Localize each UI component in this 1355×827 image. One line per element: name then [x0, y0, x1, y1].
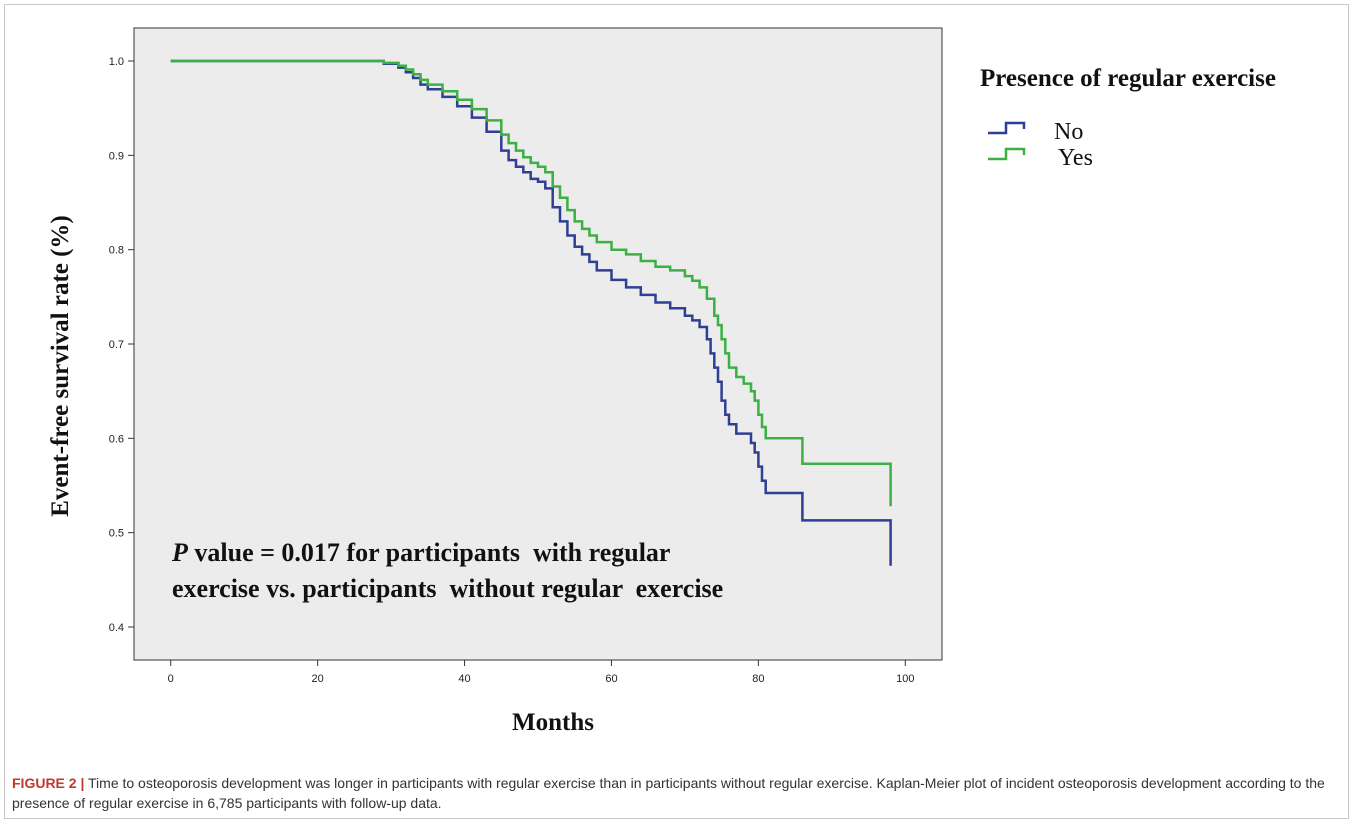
axes: 0 20 40 60 80 100 0.4 0.5 0.6 0.7 0.8 0.9 1.0 — [109, 56, 915, 685]
plot-area — [133, 27, 943, 661]
y-tick-label: 0.6 — [109, 433, 124, 445]
legend-title: Presence of regular exercise — [980, 65, 1276, 92]
caption-label: FIGURE 2 | — [12, 775, 85, 791]
p-value-text: value = 0.017 for participants with regu… — [188, 538, 671, 567]
figure-caption: FIGURE 2 | Time to osteoporosis developm… — [12, 773, 1332, 813]
x-axis-title: Months — [512, 709, 594, 736]
kaplan-meier-chart: 0 20 40 60 80 100 0.4 0.5 0.6 0.7 0.8 0.9 1.0 Event-… — [47, 27, 1276, 736]
y-tick-label: 1.0 — [109, 56, 124, 68]
y-axis-title: Event-free survival rate (%) — [47, 215, 74, 517]
x-tick-label: 0 — [168, 673, 174, 685]
legend-label-yes: Yes — [1058, 145, 1093, 171]
y-tick-label: 0.7 — [109, 339, 124, 351]
legend-swatch-yes — [988, 147, 1026, 161]
survival-curves — [170, 59, 892, 566]
legend-label-no: No — [1054, 119, 1083, 145]
x-tick-label: 80 — [752, 673, 764, 685]
legend-swatch-no — [988, 121, 1026, 135]
caption-text: Time to osteoporosis development was lon… — [12, 775, 1325, 811]
y-tick-label: 0.8 — [109, 245, 124, 257]
series-yes-curve — [170, 59, 892, 507]
y-tick-label: 0.5 — [109, 528, 124, 540]
y-tick-label: 0.4 — [109, 622, 124, 634]
x-tick-label: 100 — [896, 673, 914, 685]
p-symbol: P — [171, 538, 189, 567]
x-tick-label: 60 — [605, 673, 617, 685]
x-tick-label: 20 — [312, 673, 324, 685]
p-value-annotation-line-2: exercise vs. participants without regula… — [172, 574, 723, 603]
x-tick-label: 40 — [458, 673, 470, 685]
y-tick-label: 0.9 — [109, 150, 124, 162]
p-value-annotation-line-1: P value = 0.017 for participants with re… — [171, 538, 670, 567]
